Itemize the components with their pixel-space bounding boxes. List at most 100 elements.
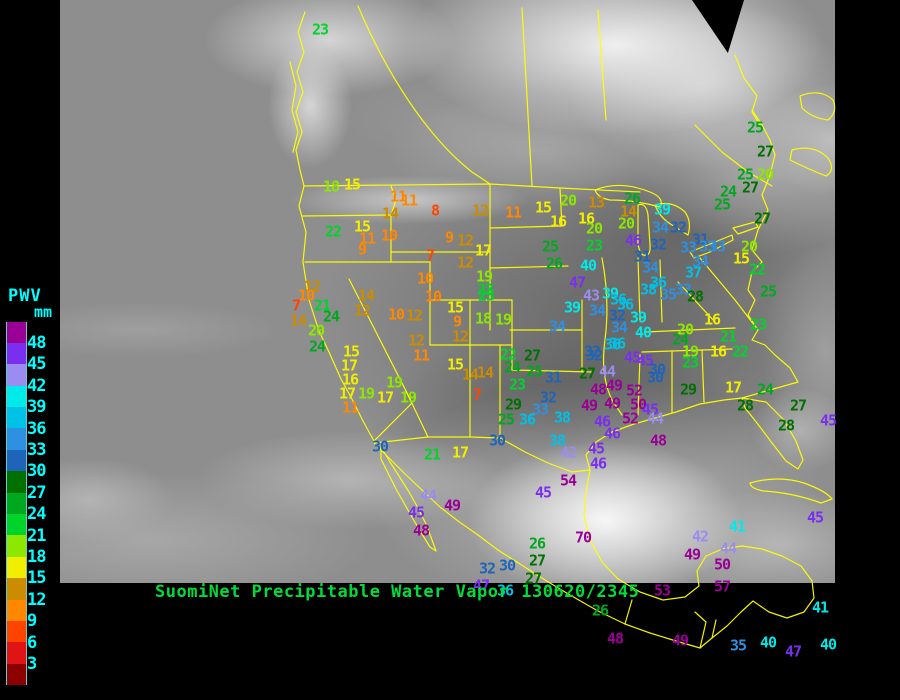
colorbar-label: 30 xyxy=(27,461,47,482)
station-value: 15 xyxy=(353,217,371,236)
station-value: 30 xyxy=(646,368,664,387)
station-value: 20 xyxy=(756,165,774,184)
station-value: 20 xyxy=(676,320,694,339)
colorbar-label: 33 xyxy=(27,439,47,460)
colorbar-swatch xyxy=(6,321,27,343)
station-value: 12 xyxy=(353,301,371,320)
station-value: 20 xyxy=(307,321,325,340)
station-value: 12 xyxy=(405,306,423,325)
station-value: 30 xyxy=(648,360,666,379)
station-value: 19 xyxy=(475,267,493,286)
station-value: 36 xyxy=(609,290,627,309)
station-value: 27 xyxy=(753,209,771,228)
station-value: 17 xyxy=(724,378,742,397)
station-value: 49 xyxy=(683,545,701,564)
station-value: 25 xyxy=(541,237,559,256)
station-value: 10 xyxy=(297,286,315,305)
station-value: 47 xyxy=(568,273,586,292)
station-value: 30 xyxy=(371,437,389,456)
station-value: 29 xyxy=(679,380,697,399)
station-value: 38 xyxy=(548,431,566,450)
station-value: 36 xyxy=(649,273,667,292)
station-value: 21 xyxy=(313,296,331,315)
colorbar-swatch xyxy=(6,385,27,408)
station-value: 11 xyxy=(341,398,359,417)
station-value: 18 xyxy=(474,309,492,328)
colorbar-swatch xyxy=(6,407,27,429)
station-value: 28 xyxy=(777,416,795,435)
station-value: 40 xyxy=(634,323,652,342)
station-value: 22 xyxy=(731,342,749,361)
station-value: 11 xyxy=(389,187,407,206)
station-value: 17 xyxy=(451,443,469,462)
station-value: 16 xyxy=(549,212,567,231)
station-value: 37 xyxy=(684,263,702,282)
station-value: 35 xyxy=(659,285,677,304)
colorbar-label: 12 xyxy=(27,589,47,610)
station-value: 46 xyxy=(593,412,611,431)
station-value: 32 xyxy=(649,235,667,254)
station-value: 45 xyxy=(534,483,552,502)
station-value: 19 xyxy=(399,388,417,407)
station-value: 14 xyxy=(476,363,494,382)
station-value: 11 xyxy=(358,229,376,248)
station-value: 36 xyxy=(603,335,621,354)
station-value: 21 xyxy=(423,445,441,464)
colorbar-swatch xyxy=(6,578,27,600)
station-value: 23 xyxy=(311,20,329,39)
colorbar-swatch xyxy=(6,620,27,643)
colorbar-swatch xyxy=(6,535,27,557)
colorbar-swatch xyxy=(6,556,27,579)
product-title: SuomiNet Precipitable Water Vapor xyxy=(155,582,510,602)
station-value: 39 xyxy=(563,298,581,317)
station-value: 44 xyxy=(719,539,737,558)
station-value: 19 xyxy=(385,373,403,392)
station-value: 28 xyxy=(686,287,704,306)
station-value: 57 xyxy=(713,577,731,596)
station-value: 50 xyxy=(629,395,647,414)
station-value: 49 xyxy=(605,376,623,395)
station-value: 50 xyxy=(713,555,731,574)
station-value: 17 xyxy=(376,388,394,407)
station-value: 15 xyxy=(534,198,552,217)
station-value: 33 xyxy=(531,400,549,419)
station-value: 23 xyxy=(749,315,767,334)
station-value: 14 xyxy=(357,286,375,305)
station-value: 70 xyxy=(574,528,592,547)
station-value: 43 xyxy=(582,286,600,305)
colorbar-swatch xyxy=(6,428,27,450)
station-value: 12 xyxy=(451,327,469,346)
station-value: 31 xyxy=(691,230,709,249)
station-value: 32 xyxy=(669,218,687,237)
station-value: 13 xyxy=(587,193,605,212)
station-value: 12 xyxy=(471,201,489,220)
station-value: 39 xyxy=(653,200,671,219)
station-value: 39 xyxy=(601,284,619,303)
station-value: 45 xyxy=(587,439,605,458)
station-value: 35 xyxy=(729,636,747,655)
colorbar-label: 15 xyxy=(27,568,47,589)
station-value: 45 xyxy=(636,351,654,370)
station-value: 30 xyxy=(488,431,506,450)
station-value: 23 xyxy=(477,286,495,305)
station-value: 34 xyxy=(691,252,709,271)
station-value: 27 xyxy=(523,346,541,365)
station-value: 22 xyxy=(748,260,766,279)
station-value: 27 xyxy=(756,142,774,161)
station-value: 26 xyxy=(591,601,609,620)
station-value: 15 xyxy=(732,249,750,268)
colorbar-label: 27 xyxy=(27,482,47,503)
station-value: 46 xyxy=(624,231,642,250)
timestamp: 130620/2345 xyxy=(521,582,640,602)
station-value: 17 xyxy=(338,384,356,403)
station-value: 25 xyxy=(736,165,754,184)
station-value: 20 xyxy=(740,237,758,256)
station-value: 54 xyxy=(559,471,577,490)
station-value: 26 xyxy=(528,534,546,553)
station-value: 45 xyxy=(623,348,641,367)
colorbar-label: 18 xyxy=(27,546,47,567)
station-value: 23 xyxy=(508,375,526,394)
station-value: 31 xyxy=(633,247,651,266)
station-value: 25 xyxy=(746,118,764,137)
